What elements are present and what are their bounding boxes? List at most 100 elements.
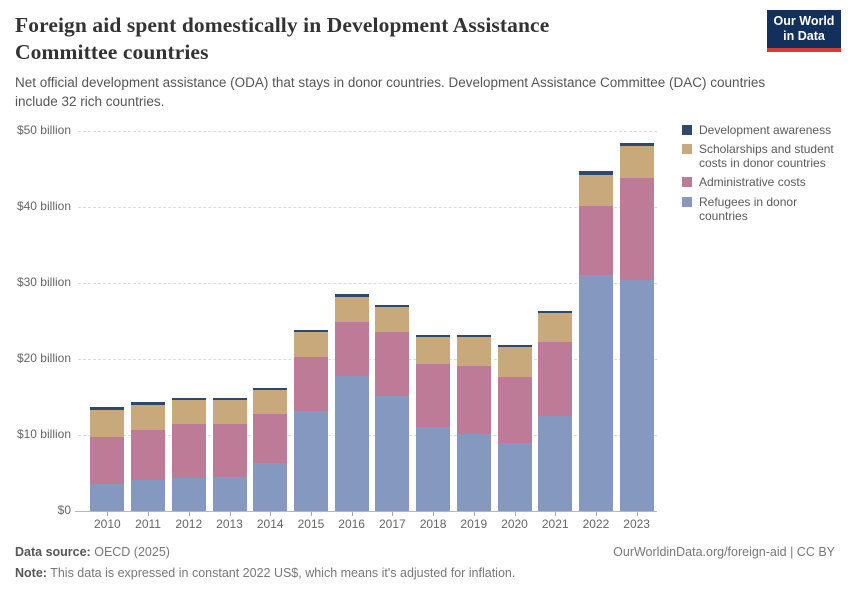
bar-segment-2016-awareness[interactable]	[334, 294, 369, 297]
bar-segment-2014-administrative[interactable]	[253, 414, 288, 464]
bar-segment-2014-awareness[interactable]	[253, 387, 288, 391]
bar-segment-2012-refugees[interactable]	[171, 478, 206, 511]
bar-segment-2011-awareness[interactable]	[131, 402, 166, 406]
bar-segment-2017-administrative[interactable]	[375, 332, 410, 397]
x-axis-tick	[310, 512, 312, 516]
legend-item-refugees-in[interactable]: Refugees in donor countries	[682, 195, 842, 223]
bar-segment-2017-scholarships[interactable]	[375, 307, 410, 333]
bar-segment-2021-administrative[interactable]	[538, 342, 573, 416]
x-axis-label-2011: 2011	[135, 517, 161, 531]
bar-segment-2010-administrative[interactable]	[90, 436, 125, 485]
x-axis-label-2016: 2016	[338, 517, 365, 531]
bar-segment-2021-scholarships[interactable]	[538, 313, 573, 343]
x-axis-label-2019: 2019	[460, 517, 488, 531]
bar-segment-2023-administrative[interactable]	[619, 178, 654, 280]
bar-segment-2019-administrative[interactable]	[456, 365, 491, 435]
x-axis-tick	[148, 512, 150, 516]
x-axis-tick	[392, 512, 394, 516]
bar-segment-2013-awareness[interactable]	[212, 397, 247, 401]
legend-swatch	[682, 125, 692, 135]
y-axis-label: $0	[57, 503, 71, 517]
bar-segment-2015-scholarships[interactable]	[293, 332, 328, 357]
page-title: Foreign aid spent domestically in Develo…	[15, 12, 715, 65]
legend-item-scholarships-and[interactable]: Scholarships and student costs in donor …	[682, 142, 842, 170]
x-axis-tick	[351, 512, 353, 516]
bar-segment-2012-scholarships[interactable]	[171, 400, 206, 425]
x-axis-tick	[188, 512, 190, 516]
bar-segment-2019-awareness[interactable]	[456, 334, 491, 337]
x-axis-label-2017: 2017	[379, 517, 406, 531]
bar-segment-2011-administrative[interactable]	[131, 430, 166, 480]
bar-segment-2014-refugees[interactable]	[253, 463, 288, 511]
owid-logo[interactable]: Our World in Data	[767, 10, 841, 52]
bar-segment-2012-awareness[interactable]	[171, 397, 206, 401]
x-axis-tick	[107, 512, 109, 516]
bar-segment-2010-awareness[interactable]	[90, 406, 125, 410]
data-source-value: OECD (2025)	[94, 545, 170, 559]
data-source: Data source: OECD (2025)	[15, 545, 170, 559]
bar-segment-2018-refugees[interactable]	[416, 427, 451, 511]
bar-2016	[334, 294, 369, 511]
bar-segment-2011-refugees[interactable]	[131, 479, 166, 511]
legend-item-administrative-costs[interactable]: Administrative costs	[682, 175, 842, 189]
bar-segment-2022-scholarships[interactable]	[578, 175, 613, 207]
x-axis-tick	[473, 512, 475, 516]
bar-2013	[212, 397, 247, 511]
bar-segment-2015-administrative[interactable]	[293, 356, 328, 411]
bar-segment-2020-refugees[interactable]	[497, 443, 532, 511]
owid-logo-line1: Our World	[773, 14, 835, 28]
legend-label: Administrative costs	[699, 175, 806, 190]
bar-segment-2018-administrative[interactable]	[416, 364, 451, 428]
chart-note: Note: This data is expressed in constant…	[15, 566, 835, 580]
bar-segment-2021-refugees[interactable]	[538, 415, 573, 511]
bar-segment-2016-scholarships[interactable]	[334, 296, 369, 322]
bar-segment-2019-refugees[interactable]	[456, 434, 491, 511]
bar-segment-2018-awareness[interactable]	[416, 334, 451, 337]
bar-segment-2011-scholarships[interactable]	[131, 405, 166, 431]
legend-item-development-awareness[interactable]: Development awareness	[682, 123, 842, 137]
bar-segment-2020-administrative[interactable]	[497, 377, 532, 444]
x-axis-line	[75, 511, 657, 512]
bar-2015	[293, 330, 328, 511]
legend-swatch	[682, 177, 692, 188]
bar-segment-2013-refugees[interactable]	[212, 476, 247, 511]
bar-2023	[619, 143, 654, 511]
gridline-30-billion	[78, 283, 657, 284]
bar-segment-2010-refugees[interactable]	[90, 484, 125, 511]
y-axis-label: $50 billion	[16, 123, 71, 137]
bar-segment-2022-administrative[interactable]	[578, 206, 613, 276]
bar-segment-2014-scholarships[interactable]	[253, 390, 288, 415]
bar-segment-2021-awareness[interactable]	[538, 311, 573, 314]
x-axis-tick	[270, 512, 272, 516]
chart-subtitle: Net official development assistance (ODA…	[15, 75, 766, 109]
x-axis-label-2018: 2018	[419, 517, 447, 531]
bar-segment-2012-administrative[interactable]	[171, 424, 206, 479]
bar-segment-2023-scholarships[interactable]	[619, 146, 654, 179]
bar-segment-2017-awareness[interactable]	[375, 305, 410, 308]
note-label: Note:	[15, 566, 47, 580]
citation-link[interactable]: OurWorldinData.org/foreign-aid | CC BY	[613, 545, 835, 559]
x-axis-label-2013: 2013	[216, 517, 243, 531]
bar-segment-2018-scholarships[interactable]	[416, 336, 451, 365]
y-axis-label: $20 billion	[16, 351, 71, 365]
bar-segment-2017-refugees[interactable]	[375, 396, 410, 511]
bar-2020	[497, 344, 532, 511]
bar-segment-2019-scholarships[interactable]	[456, 336, 491, 366]
bar-segment-2013-scholarships[interactable]	[212, 400, 247, 424]
bar-segment-2022-awareness[interactable]	[578, 171, 613, 176]
bar-segment-2016-administrative[interactable]	[334, 321, 369, 377]
bar-segment-2023-awareness[interactable]	[619, 143, 654, 147]
bar-segment-2022-refugees[interactable]	[578, 275, 613, 511]
legend-label: Scholarships and student costs in donor …	[699, 142, 834, 171]
bar-segment-2013-administrative[interactable]	[212, 423, 247, 477]
legend-swatch	[682, 144, 692, 155]
bar-segment-2023-refugees[interactable]	[619, 279, 654, 511]
bar-segment-2015-awareness[interactable]	[293, 330, 328, 333]
bar-segment-2020-scholarships[interactable]	[497, 346, 532, 378]
bar-segment-2015-refugees[interactable]	[293, 410, 328, 511]
bar-segment-2010-scholarships[interactable]	[90, 409, 125, 437]
bar-segment-2016-refugees[interactable]	[334, 376, 369, 511]
bar-segment-2020-awareness[interactable]	[497, 344, 532, 347]
